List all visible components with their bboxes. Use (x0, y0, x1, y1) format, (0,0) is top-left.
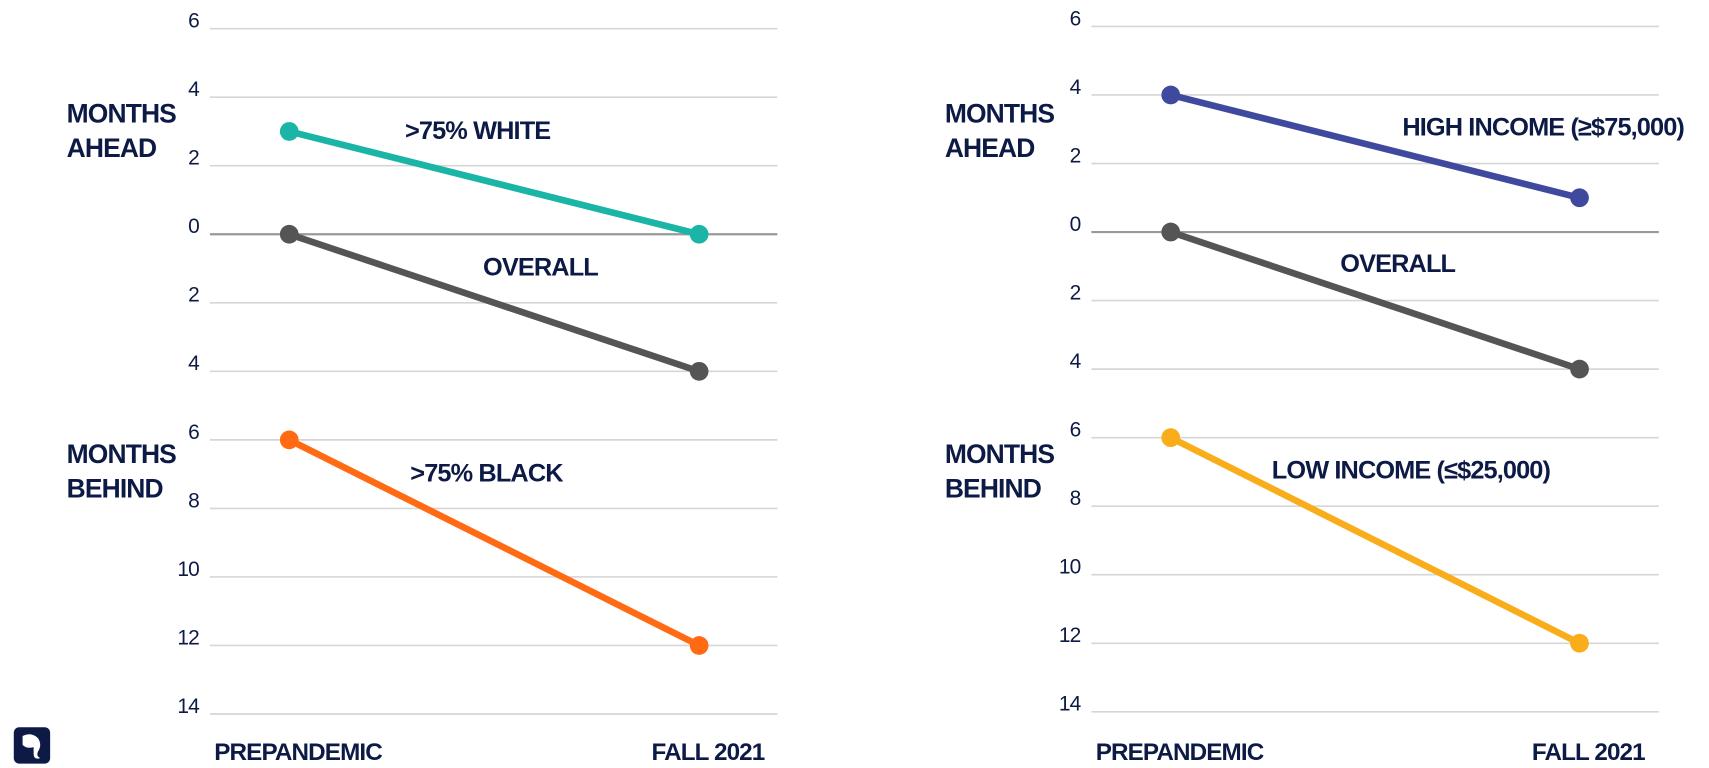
y-tick-label: 12 (1059, 624, 1081, 647)
axis-annotation: BEHIND (945, 473, 1041, 503)
data-point (1161, 222, 1181, 242)
series-label: >75% BLACK (410, 460, 564, 488)
y-tick-label: 8 (188, 489, 199, 512)
y-tick-label: 2 (1070, 282, 1081, 305)
data-point (689, 636, 709, 655)
y-tick-label: 2 (1070, 144, 1081, 167)
y-tick-label: 14 (177, 695, 200, 718)
series-line (288, 128, 700, 238)
axis-annotation: AHEAD (67, 133, 157, 163)
data-point (279, 122, 299, 141)
data-point (1161, 85, 1181, 105)
axis-annotation: BEHIND (67, 473, 163, 503)
y-tick-label: 10 (1059, 556, 1081, 579)
x-tick-label: PREPANDEMIC (214, 739, 382, 766)
y-tick-label: 2 (188, 147, 199, 170)
y-tick-label: 6 (1070, 419, 1081, 442)
series-label: OVERALL (483, 254, 598, 282)
logo (13, 727, 51, 764)
y-tick-label: 0 (188, 215, 199, 238)
series-label: >75% WHITE (405, 117, 550, 145)
series-line (1169, 91, 1581, 201)
axis-annotation: MONTHS (67, 99, 177, 129)
data-point (689, 361, 709, 381)
series-line (1169, 228, 1581, 373)
y-tick-label: 14 (1059, 693, 1082, 716)
y-tick-label: 0 (1070, 213, 1081, 236)
y-tick-label: 6 (188, 421, 199, 444)
data-point (279, 224, 299, 244)
y-tick-label: 12 (177, 626, 199, 649)
x-tick-label: FALL 2021 (1532, 739, 1645, 766)
series-line (288, 231, 701, 375)
series-label: HIGH INCOME (≥$75,000) (1402, 114, 1684, 142)
axis-annotation: AHEAD (945, 133, 1035, 163)
series-label: LOW INCOME (≤$25,000) (1272, 456, 1551, 484)
y-tick-label: 4 (188, 352, 200, 375)
data-point (279, 430, 299, 450)
axis-annotation: MONTHS (945, 439, 1055, 469)
data-point (689, 224, 709, 244)
y-tick-label: 4 (1070, 76, 1082, 99)
x-tick-label: FALL 2021 (652, 739, 765, 766)
series-line (1169, 434, 1582, 647)
y-tick-label: 6 (1070, 7, 1081, 30)
y-tick-label: 2 (188, 284, 199, 307)
y-tick-label: 10 (177, 558, 199, 581)
data-point (1570, 188, 1589, 208)
data-point (1161, 428, 1181, 448)
y-tick-label: 4 (1070, 350, 1082, 373)
y-tick-label: 8 (1070, 487, 1081, 510)
y-tick-label: 6 (188, 10, 199, 33)
data-point (1570, 359, 1589, 379)
axis-annotation: MONTHS (945, 99, 1055, 129)
series-label: OVERALL (1340, 250, 1455, 278)
y-tick-label: 4 (188, 78, 200, 101)
series-line (287, 436, 701, 649)
x-tick-label: PREPANDEMIC (1096, 739, 1264, 766)
data-point (1570, 633, 1589, 653)
axis-annotation: MONTHS (67, 439, 177, 469)
